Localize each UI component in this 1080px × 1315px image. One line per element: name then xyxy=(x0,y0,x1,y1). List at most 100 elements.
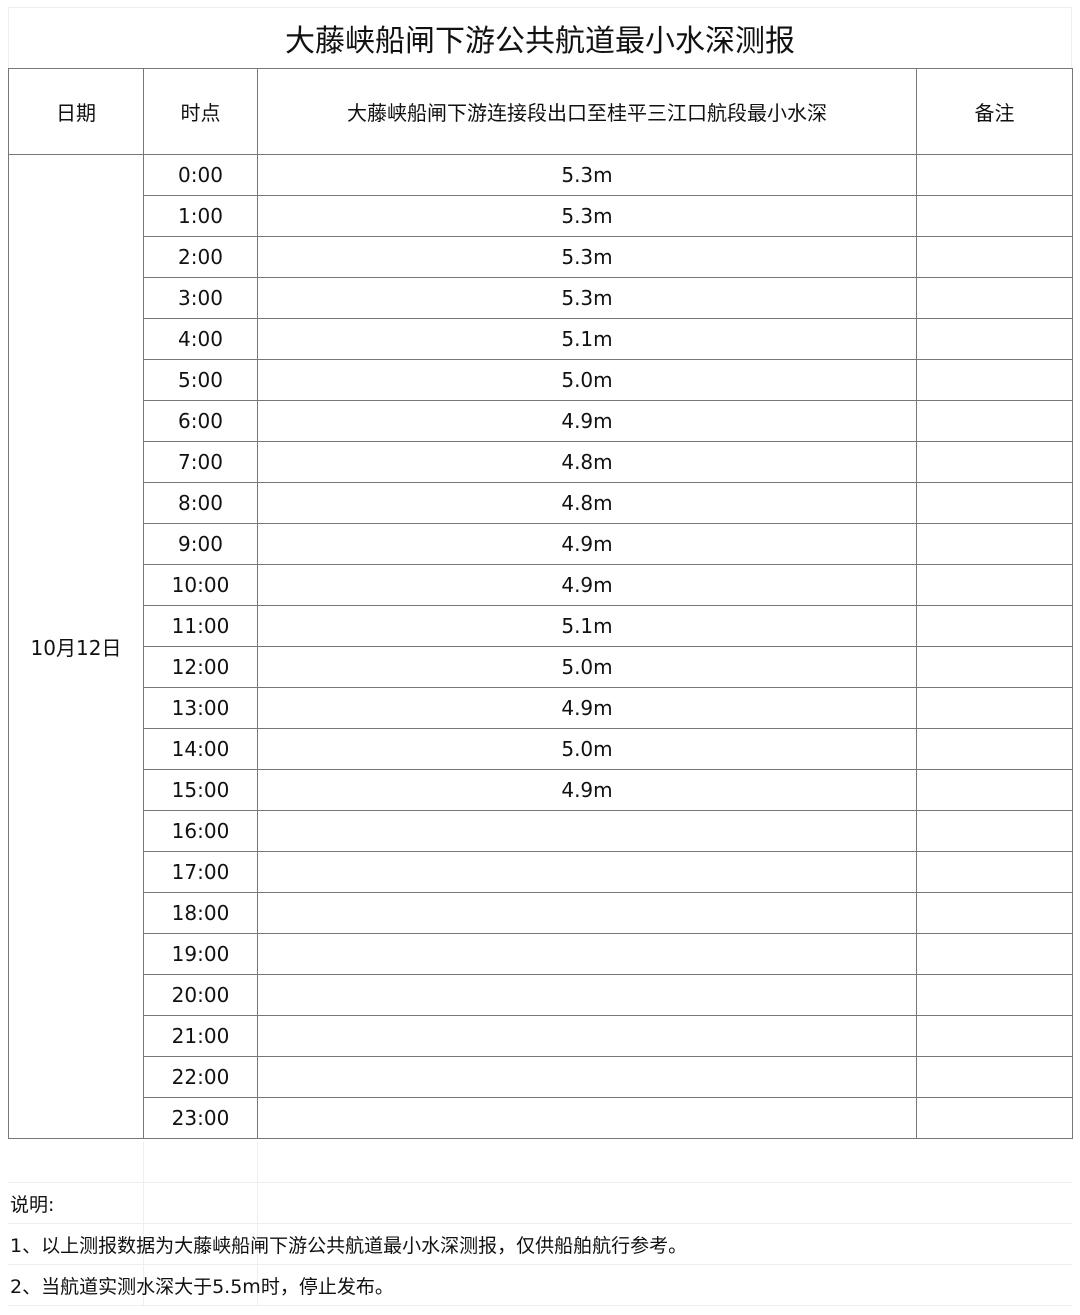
header-depth: 大藤峡船闸下游连接段出口至桂平三江口航段最小水深 xyxy=(257,68,917,155)
depth-cell: 4.8m xyxy=(257,441,917,483)
depth-cell xyxy=(257,1015,917,1057)
remark-cell xyxy=(916,892,1073,934)
remark-cell xyxy=(916,1097,1073,1139)
remark-cell xyxy=(916,154,1073,196)
depth-cell xyxy=(257,974,917,1016)
time-cell: 4:00 xyxy=(143,318,258,360)
table-row: 10月12日 0:00 5.3m xyxy=(8,154,1073,1139)
depth-cell: 4.9m xyxy=(257,687,917,729)
remark-cell xyxy=(916,441,1073,483)
header-date: 日期 xyxy=(8,68,144,155)
table-row: 2:00 5.3m xyxy=(9,236,1073,278)
table-row: 18:00 xyxy=(9,892,1073,934)
depth-cell: 5.3m xyxy=(257,154,917,196)
time-cell: 5:00 xyxy=(143,359,258,401)
table-row: 22:00 xyxy=(9,1056,1073,1098)
remark-cell xyxy=(916,646,1073,688)
table-row: 8:00 4.8m xyxy=(9,482,1073,524)
table-row: 16:00 xyxy=(9,810,1073,852)
depth-cell xyxy=(257,892,917,934)
remark-cell xyxy=(916,195,1073,237)
remark-cell xyxy=(916,400,1073,442)
time-cell: 12:00 xyxy=(143,646,258,688)
remark-cell xyxy=(916,1056,1073,1098)
table-row: 23:00 xyxy=(9,1097,1073,1139)
time-cell: 20:00 xyxy=(143,974,258,1016)
time-cell: 11:00 xyxy=(143,605,258,647)
header-time: 时点 xyxy=(143,68,258,155)
time-cell: 21:00 xyxy=(143,1015,258,1057)
remark-cell xyxy=(916,728,1073,770)
time-cell: 1:00 xyxy=(143,195,258,237)
depth-cell: 5.1m xyxy=(257,318,917,360)
table-row: 20:00 xyxy=(9,974,1073,1016)
table-row: 5:00 5.0m xyxy=(9,359,1073,401)
remark-cell xyxy=(916,236,1073,278)
time-cell: 7:00 xyxy=(143,441,258,483)
time-cell: 23:00 xyxy=(143,1097,258,1139)
table-row: 7:00 4.8m xyxy=(9,441,1073,483)
remark-cell xyxy=(916,933,1073,975)
depth-cell xyxy=(257,1056,917,1098)
depth-cell: 4.9m xyxy=(257,400,917,442)
depth-cell xyxy=(257,933,917,975)
depth-table: 日期 时点 大藤峡船闸下游连接段出口至桂平三江口航段最小水深 备注 10月12日… xyxy=(8,68,1073,1139)
time-cell: 10:00 xyxy=(143,564,258,606)
time-cell: 6:00 xyxy=(143,400,258,442)
remark-cell xyxy=(916,687,1073,729)
depth-cell xyxy=(257,851,917,893)
time-cell: 13:00 xyxy=(143,687,258,729)
table-row: 10:00 4.9m xyxy=(9,564,1073,606)
depth-cell: 5.3m xyxy=(257,195,917,237)
remark-cell xyxy=(916,769,1073,811)
table-row: 6:00 4.9m xyxy=(9,400,1073,442)
time-cell: 15:00 xyxy=(143,769,258,811)
depth-cell: 4.8m xyxy=(257,482,917,524)
remark-cell xyxy=(916,277,1073,319)
time-cell: 17:00 xyxy=(143,851,258,893)
depth-cell: 4.9m xyxy=(257,523,917,565)
time-cell: 16:00 xyxy=(143,810,258,852)
time-cell: 14:00 xyxy=(143,728,258,770)
depth-cell: 5.3m xyxy=(257,236,917,278)
table-row: 15:00 4.9m xyxy=(9,769,1073,811)
table-row: 21:00 xyxy=(9,1015,1073,1057)
remark-cell xyxy=(916,318,1073,360)
depth-cell xyxy=(257,1097,917,1139)
table-row: 13:00 4.9m xyxy=(9,687,1073,729)
depth-cell: 5.0m xyxy=(257,359,917,401)
remark-cell xyxy=(916,851,1073,893)
depth-cell: 5.0m xyxy=(257,728,917,770)
time-cell: 22:00 xyxy=(143,1056,258,1098)
table-row: 11:00 5.1m xyxy=(9,605,1073,647)
table-row: 4:00 5.1m xyxy=(9,318,1073,360)
note-item: 2、当航道实测水深大于5.5m时，停止发布。 xyxy=(8,1265,1072,1306)
time-cell: 3:00 xyxy=(143,277,258,319)
time-cell: 2:00 xyxy=(143,236,258,278)
depth-cell: 5.1m xyxy=(257,605,917,647)
remark-cell xyxy=(916,974,1073,1016)
date-cell: 10月12日 xyxy=(8,154,144,1139)
time-cell: 8:00 xyxy=(143,482,258,524)
remark-cell xyxy=(916,359,1073,401)
page-title: 大藤峡船闸下游公共航道最小水深测报 xyxy=(8,7,1072,68)
time-cell: 19:00 xyxy=(143,933,258,975)
table-header-row: 日期 时点 大藤峡船闸下游连接段出口至桂平三江口航段最小水深 备注 xyxy=(8,68,1073,155)
depth-cell: 5.3m xyxy=(257,277,917,319)
depth-cell xyxy=(257,810,917,852)
notes: 说明: 1、以上测报数据为大藤峡船闸下游公共航道最小水深测报，仅供船舶航行参考。… xyxy=(8,1142,1072,1306)
time-cell: 18:00 xyxy=(143,892,258,934)
remark-cell xyxy=(916,1015,1073,1057)
header-remark: 备注 xyxy=(916,68,1073,155)
table-row: 3:00 5.3m xyxy=(9,277,1073,319)
depth-cell: 5.0m xyxy=(257,646,917,688)
remark-cell xyxy=(916,523,1073,565)
time-cell: 0:00 xyxy=(143,154,258,196)
remark-cell xyxy=(916,482,1073,524)
remark-cell xyxy=(916,810,1073,852)
table-row: 1:00 5.3m xyxy=(9,195,1073,237)
table-row: 19:00 xyxy=(9,933,1073,975)
notes-heading: 说明: xyxy=(8,1183,1072,1224)
remark-cell xyxy=(916,605,1073,647)
depth-cell: 4.9m xyxy=(257,564,917,606)
